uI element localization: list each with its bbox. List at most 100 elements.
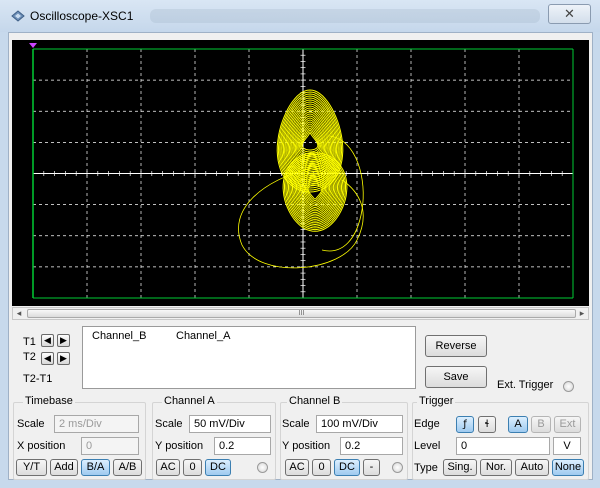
scrollbar-thumb[interactable]: III xyxy=(27,309,576,318)
channel-a-ac-button[interactable]: AC xyxy=(156,459,180,476)
trace-path xyxy=(298,125,322,157)
trigger-source-a-label: A xyxy=(514,418,522,430)
channel-a-dc-button[interactable]: DC xyxy=(205,459,231,476)
channel-b-ypos-label: Y position xyxy=(282,440,331,452)
timebase-scale-field[interactable]: 2 ms/Div xyxy=(54,415,139,433)
channel-a-ypos-field[interactable]: 0.2 xyxy=(214,437,271,455)
trace-path xyxy=(294,119,326,163)
t1-left-button[interactable]: ◀ xyxy=(41,334,54,347)
channel-b-group xyxy=(280,402,408,480)
trace-path xyxy=(290,111,330,171)
trace-path xyxy=(296,121,324,161)
trigger-type-auto-button[interactable]: Auto xyxy=(515,459,549,476)
channel-a-title: Channel A xyxy=(162,395,217,407)
scroll-right-icon[interactable]: ▸ xyxy=(579,308,585,318)
mode-add-button[interactable]: Add xyxy=(50,459,78,476)
channel-a-terminal[interactable] xyxy=(257,462,268,473)
trace-path xyxy=(297,170,333,214)
trace-path xyxy=(289,160,341,224)
level-label: Level xyxy=(414,440,441,452)
x-position-value: 0 xyxy=(86,440,93,452)
trigger-type-auto-label: Auto xyxy=(520,461,544,473)
arrow-left-icon: ◀ xyxy=(44,335,51,345)
oscilloscope-icon xyxy=(11,10,25,22)
trace-path xyxy=(282,152,348,232)
channel-b-invert-button[interactable]: - xyxy=(363,459,380,476)
trace-path xyxy=(304,181,326,203)
trace-path xyxy=(238,167,364,269)
readout-header-channel-b: Channel_B xyxy=(92,330,147,342)
timebase-scale-value: 2 ms/Div xyxy=(59,418,102,430)
scroll-left-icon[interactable]: ◂ xyxy=(16,308,22,318)
trigger-source-b-label: B xyxy=(537,418,545,430)
channel-b-ypos-field[interactable]: 0.2 xyxy=(340,437,403,455)
channel-b-terminal[interactable] xyxy=(392,462,403,473)
falling-edge-button[interactable]: ɬ xyxy=(478,416,496,433)
mode-yt-button[interactable]: Y/T xyxy=(16,459,47,476)
trigger-source-b-button[interactable]: B xyxy=(531,416,551,433)
channel-a-ypos-value: 0.2 xyxy=(219,440,235,452)
channel-readout-box: Channel_B Channel_A xyxy=(82,326,416,389)
t1-label: T1 xyxy=(23,336,36,348)
trace-path xyxy=(295,169,335,215)
trigger-level-unit[interactable]: V xyxy=(553,437,581,455)
trace-path xyxy=(285,103,335,179)
trigger-type-none-button[interactable]: None xyxy=(552,459,584,476)
reverse-button[interactable]: Reverse xyxy=(425,335,487,357)
channel-b-scale-field[interactable]: 100 mV/Div xyxy=(316,415,403,433)
close-button[interactable]: ✕ xyxy=(548,4,591,24)
title-bar[interactable]: Oscilloscope-XSC1 ✕ xyxy=(0,0,600,32)
t2-right-button[interactable]: ▶ xyxy=(57,352,70,365)
timebase-group xyxy=(13,402,146,480)
trace-path xyxy=(284,101,336,181)
timebase-title: Timebase xyxy=(23,395,75,407)
channel-b-zero-label: 0 xyxy=(318,461,325,473)
channel-a-zero-button[interactable]: 0 xyxy=(183,459,202,476)
channel-a-scale-value: 50 mV/Div xyxy=(194,418,245,430)
scrollbar-grip: III xyxy=(298,310,305,317)
channel-b-dc-button[interactable]: DC xyxy=(334,459,360,476)
trigger-source-ext-button[interactable]: Ext xyxy=(554,416,581,433)
trigger-level-field[interactable]: 0 xyxy=(456,437,550,455)
channel-a-scale-label: Scale xyxy=(155,418,183,430)
ext-trigger-label: Ext. Trigger xyxy=(497,379,554,391)
trace-path xyxy=(286,157,344,227)
t1-right-button[interactable]: ▶ xyxy=(57,334,70,347)
rising-edge-button[interactable]: ƒ xyxy=(456,416,474,433)
scope-screen[interactable] xyxy=(12,40,589,306)
close-icon: ✕ xyxy=(564,6,575,21)
scope-display xyxy=(29,43,574,299)
trace-path xyxy=(321,135,364,252)
trigger-type-single-button[interactable]: Sing. xyxy=(443,459,477,476)
trace-path xyxy=(300,129,320,153)
trace-path xyxy=(277,91,343,191)
t2-left-button[interactable]: ◀ xyxy=(41,352,54,365)
ext-trigger-terminal[interactable] xyxy=(563,381,574,392)
save-button[interactable]: Save xyxy=(425,366,487,388)
horizontal-scrollbar[interactable]: ◂ III ▸ xyxy=(12,307,589,320)
trigger-source-ext-label: Ext xyxy=(559,418,576,430)
type-label: Type xyxy=(414,462,438,474)
trace-path xyxy=(302,177,328,207)
mode-ab-button[interactable]: A/B xyxy=(113,459,142,476)
mode-ba-button[interactable]: B/A xyxy=(81,459,110,476)
trigger-type-single-label: Sing. xyxy=(447,461,473,473)
channel-b-scale-label: Scale xyxy=(282,418,310,430)
trace-path xyxy=(298,172,332,212)
channel-a-ypos-label: Y position xyxy=(155,440,204,452)
channel-a-dc-label: DC xyxy=(210,461,226,473)
channel-b-zero-button[interactable]: 0 xyxy=(312,459,331,476)
window-title: Oscilloscope-XSC1 xyxy=(30,9,134,23)
trigger-source-a-button[interactable]: A xyxy=(508,416,528,433)
trace-path xyxy=(306,182,324,202)
t2-label: T2 xyxy=(23,351,36,363)
trigger-group xyxy=(412,402,589,480)
channel-b-ac-button[interactable]: AC xyxy=(285,459,309,476)
trigger-marker-icon[interactable] xyxy=(29,43,37,48)
x-position-field[interactable]: 0 xyxy=(81,437,139,455)
trigger-title: Trigger xyxy=(417,395,456,407)
channel-a-zero-label: 0 xyxy=(189,461,196,473)
channel-a-scale-field[interactable]: 50 mV/Div xyxy=(189,415,271,433)
trigger-type-normal-button[interactable]: Nor. xyxy=(480,459,512,476)
trace-path xyxy=(293,117,327,165)
